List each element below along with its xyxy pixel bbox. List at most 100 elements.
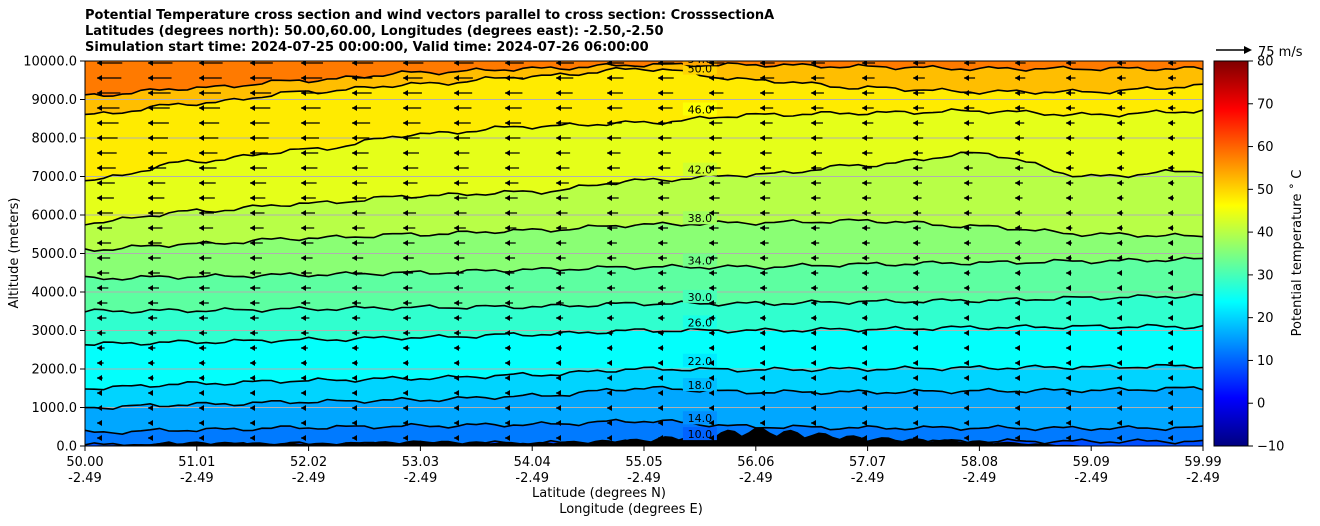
wind-vector-head xyxy=(862,90,867,96)
wind-vector-head xyxy=(913,390,918,396)
wind-vector-head xyxy=(913,150,918,156)
quiver-key-arrowhead xyxy=(1244,46,1252,54)
wind-vector-head xyxy=(199,61,204,66)
wind-vector-head xyxy=(148,390,153,396)
colorbar-tick-label: 20 xyxy=(1257,311,1274,326)
wind-vector-head xyxy=(658,225,663,231)
wind-vector-head xyxy=(1015,120,1020,126)
wind-vector-head xyxy=(964,300,969,306)
wind-vector-head xyxy=(607,240,612,246)
wind-vector-head xyxy=(607,180,612,186)
contour-label: 26.0 xyxy=(688,316,713,329)
wind-vector-head xyxy=(811,75,816,81)
contour-54.0 xyxy=(85,62,1203,98)
wind-vector-head xyxy=(964,405,969,411)
wind-vector-head xyxy=(1117,61,1122,66)
wind-vector-head xyxy=(352,75,357,81)
contour-42.0 xyxy=(85,151,1203,226)
wind-vector-head xyxy=(97,435,102,441)
wind-vector-head xyxy=(556,75,561,81)
wind-vector-head xyxy=(1015,195,1020,201)
wind-vector-head xyxy=(1066,135,1071,141)
wind-vector-head xyxy=(403,345,408,351)
wind-vector-head xyxy=(301,270,306,276)
wind-vector-head xyxy=(556,120,561,126)
wind-vector-head xyxy=(760,61,765,66)
wind-vector-head xyxy=(403,390,408,396)
x-tick-label-lon: -2.49 xyxy=(515,471,549,486)
x-tick-label-lon: -2.49 xyxy=(851,471,885,486)
wind-vector-head xyxy=(811,120,816,126)
wind-vector-head xyxy=(199,315,204,321)
wind-vector-head xyxy=(454,150,459,156)
contour-label: 30.0 xyxy=(688,291,713,304)
wind-vector-head xyxy=(964,435,969,441)
y-tick-label: 7000.0 xyxy=(32,170,78,185)
wind-vector-head xyxy=(199,120,204,126)
wind-vector-head xyxy=(1066,435,1071,441)
wind-vector-head xyxy=(148,375,153,381)
wind-vector-head xyxy=(1168,405,1173,411)
wind-vector-head xyxy=(709,255,714,261)
wind-vector-head xyxy=(607,90,612,96)
contour-26.0 xyxy=(85,323,1203,347)
wind-vector-head xyxy=(1117,240,1122,246)
wind-vector-head xyxy=(658,210,663,216)
wind-vector-head xyxy=(148,255,153,261)
contour-label: 38.0 xyxy=(688,212,713,225)
contour-10.0 xyxy=(85,438,1203,446)
wind-vector-head xyxy=(199,255,204,261)
wind-vector-head xyxy=(403,375,408,381)
wind-vector-head xyxy=(1117,420,1122,426)
wind-vector-head xyxy=(97,120,102,126)
wind-vector-head xyxy=(505,120,510,126)
wind-vector-head xyxy=(97,360,102,366)
contour-22.0 xyxy=(85,363,1203,391)
wind-vector-head xyxy=(199,150,204,156)
wind-vector-head xyxy=(862,375,867,381)
wind-vector-head xyxy=(250,165,255,171)
wind-vector-head xyxy=(1117,375,1122,381)
wind-vector-head xyxy=(250,240,255,246)
wind-vector-head xyxy=(1168,360,1173,366)
wind-vector-head xyxy=(607,330,612,336)
wind-vector-head xyxy=(97,150,102,156)
wind-vector-head xyxy=(658,90,663,96)
wind-vector-head xyxy=(1117,195,1122,201)
wind-vector-head xyxy=(148,225,153,231)
wind-vector-head xyxy=(1117,225,1122,231)
y-tick-label: 2000.0 xyxy=(32,363,78,378)
wind-vector-head xyxy=(760,255,765,261)
wind-vector-head xyxy=(1168,390,1173,396)
wind-vector-head xyxy=(250,75,255,81)
wind-vector-head xyxy=(454,405,459,411)
wind-vector-head xyxy=(97,255,102,261)
wind-vector-head xyxy=(352,120,357,126)
wind-vector-head xyxy=(913,300,918,306)
wind-vector-head xyxy=(505,345,510,351)
wind-vector-head xyxy=(862,285,867,291)
wind-vector-head xyxy=(199,420,204,426)
wind-vector-head xyxy=(352,240,357,246)
wind-vector-head xyxy=(352,195,357,201)
contour-label: 42.0 xyxy=(688,164,713,177)
wind-vector-head xyxy=(97,390,102,396)
wind-vector-head xyxy=(250,270,255,276)
wind-vector-head xyxy=(811,240,816,246)
wind-vector-head xyxy=(1117,435,1122,441)
wind-vector-head xyxy=(352,300,357,306)
wind-vector-head xyxy=(1066,180,1071,186)
wind-vector-head xyxy=(862,435,867,441)
wind-vector-head xyxy=(607,255,612,261)
wind-vector-head xyxy=(301,135,306,141)
wind-vector-head xyxy=(301,285,306,291)
wind-vector-head xyxy=(199,75,204,81)
wind-vector-head xyxy=(148,360,153,366)
wind-vector-head xyxy=(505,240,510,246)
wind-vector-head xyxy=(556,90,561,96)
wind-vector-head xyxy=(709,405,714,411)
wind-vector-head xyxy=(148,120,153,126)
wind-vector-head xyxy=(760,90,765,96)
contour-label-bg xyxy=(682,411,717,425)
